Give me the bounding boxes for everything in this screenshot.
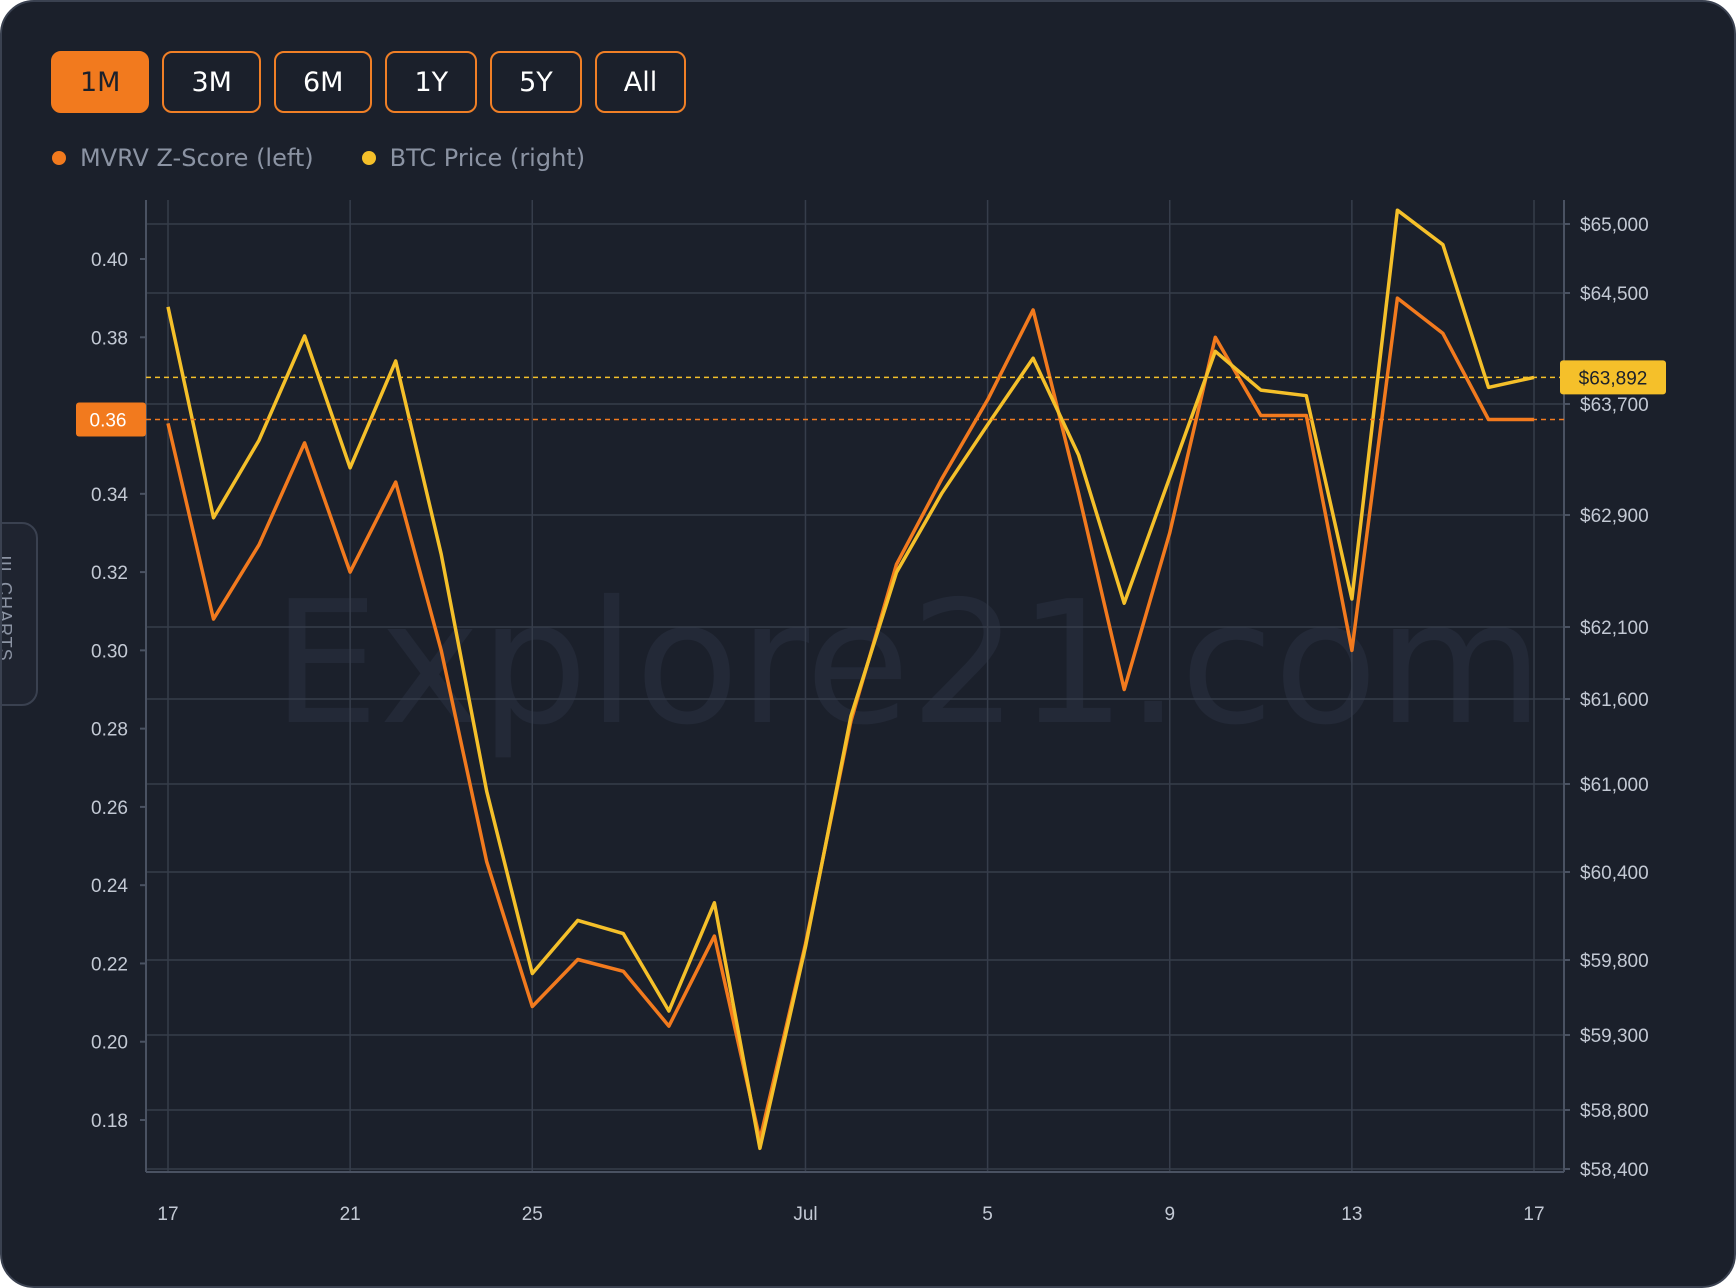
charts-side-tab-label: ☰ CHARTS: [0, 554, 15, 662]
x-tick-label: 17: [1523, 1204, 1544, 1225]
range-button-all[interactable]: All: [594, 51, 687, 113]
mvrv-current-value: 0.36: [90, 410, 127, 431]
btc-current-badge: [1560, 360, 1666, 395]
right-tick-label: $64,500: [1580, 284, 1649, 305]
left-tick-label: 0.28: [91, 720, 128, 741]
legend: MVRV Z-Score (left) BTC Price (right): [52, 144, 585, 172]
x-tick-label: 5: [982, 1204, 993, 1225]
right-tick-label: $58,800: [1580, 1101, 1649, 1122]
x-tick-label: 9: [1164, 1204, 1175, 1225]
right-tick-label: $58,400: [1580, 1160, 1649, 1181]
legend-item[interactable]: BTC Price (right): [361, 144, 586, 172]
left-tick-label: 0.24: [91, 876, 128, 897]
legend-label: MVRV Z-Score (left): [80, 144, 314, 172]
left-tick-label: 0.22: [91, 954, 128, 975]
legend-label: BTC Price (right): [389, 144, 586, 172]
x-tick-label: 13: [1341, 1204, 1362, 1225]
x-tick-label: 21: [340, 1204, 361, 1225]
x-tick-label: Jul: [793, 1204, 817, 1225]
left-tick-label: 0.18: [91, 1111, 128, 1132]
range-button-6m[interactable]: 6M: [273, 51, 373, 113]
range-button-3m[interactable]: 3M: [162, 51, 261, 113]
right-tick-label: $63,700: [1580, 395, 1649, 416]
right-tick-label: $60,400: [1580, 863, 1649, 884]
series-layer: [166, 208, 1535, 1151]
x-tick-label: 17: [157, 1204, 178, 1225]
time-range-selector: 1M 3M 6M 1Y 5Y All: [51, 51, 687, 113]
left-tick-label: 0.38: [91, 328, 128, 349]
right-tick-label: $61,600: [1580, 690, 1649, 711]
right-tick-label: $65,000: [1580, 215, 1649, 236]
legend-dot-icon: [52, 151, 66, 165]
watermark: Explore21.com: [272, 565, 1543, 763]
left-tick-label: 0.32: [91, 563, 128, 584]
axes: 17 21 25 Jul 5 9 13 17 0.18 0.20 0.22 0.24 0.26 0.28 0…: [91, 200, 1649, 1225]
left-tick-label: 0.26: [91, 798, 128, 819]
right-tick-label: $62,100: [1580, 618, 1649, 639]
left-tick-label: 0.20: [91, 1033, 128, 1054]
right-tick-label: $62,900: [1580, 506, 1649, 527]
right-tick-label: $59,800: [1580, 951, 1649, 972]
legend-dot-icon: [361, 151, 376, 165]
range-button-5y[interactable]: 5Y: [490, 51, 582, 113]
x-tick-label: 25: [522, 1204, 543, 1225]
left-tick-label: 0.40: [91, 250, 128, 271]
legend-item[interactable]: MVRV Z-Score (left): [52, 144, 314, 172]
mvrv-current-badge: [76, 402, 146, 437]
range-button-1y[interactable]: 1Y: [385, 51, 478, 113]
btc-current-value: $63,892: [1579, 368, 1648, 389]
grid: [146, 200, 1564, 1172]
current-value-badges: 0.36 $63,892: [76, 360, 1666, 437]
btc-price-line: [166, 208, 1535, 1151]
right-tick-label: $59,300: [1580, 1026, 1649, 1047]
left-tick-label: 0.34: [91, 485, 128, 506]
right-tick-label: $61,000: [1580, 775, 1649, 796]
left-tick-label: 0.30: [91, 641, 128, 662]
charts-side-tab[interactable]: ☰ CHARTS: [0, 522, 38, 706]
range-button-1m[interactable]: 1M: [51, 51, 150, 113]
